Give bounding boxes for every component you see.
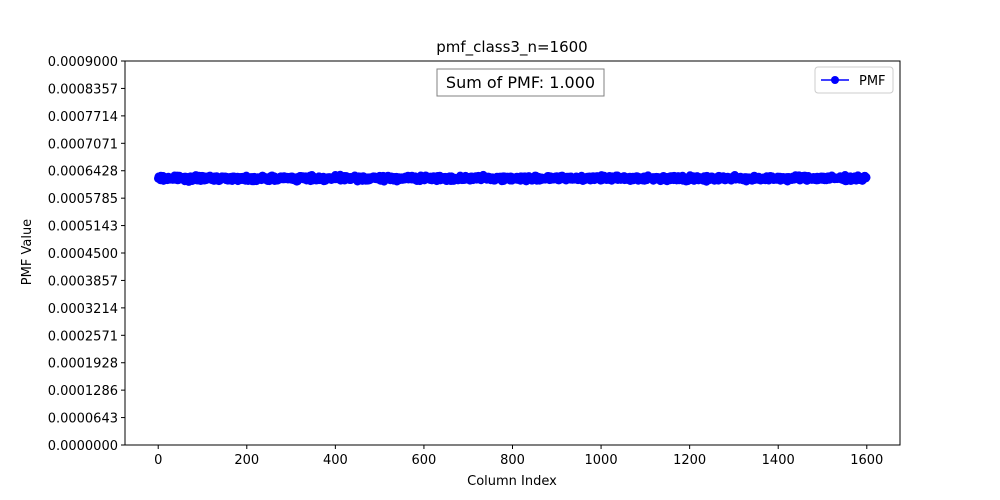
y-tick-label: 0.0001928 <box>48 357 118 372</box>
x-tick-label: 200 <box>234 453 259 468</box>
x-axis-title: Column Index <box>467 474 557 489</box>
y-tick-label: 0.0005143 <box>48 220 118 235</box>
y-axis-title: PMF Value <box>20 219 35 285</box>
y-tick-label: 0.0007714 <box>48 110 118 125</box>
y-tick-label: 0.0009000 <box>48 55 118 70</box>
y-tick-label: 0.0003857 <box>48 274 118 289</box>
x-tick-label: 0 <box>154 453 162 468</box>
y-tick-label: 0.0007071 <box>48 137 118 152</box>
y-tick-label: 0.0006428 <box>48 165 118 180</box>
legend[interactable]: PMF <box>814 66 894 94</box>
x-axis: 0 200 400 600 800 1000 1200 1400 1600 <box>154 445 883 468</box>
y-tick-label: 0.0001286 <box>48 384 118 399</box>
legend-box <box>814 66 894 94</box>
y-tick-label: 0.0005785 <box>48 192 118 207</box>
y-tick-label: 0.0002571 <box>48 329 118 344</box>
y-axis: 0.0000000 0.0000643 0.0001286 0.0001928 0.00… <box>48 55 125 454</box>
x-tick-label: 600 <box>412 453 437 468</box>
x-tick-label: 800 <box>500 453 525 468</box>
chart-title: pmf_class3_n=1600 <box>436 38 587 57</box>
sum-annotation-box <box>436 68 605 97</box>
x-tick-label: 1400 <box>762 453 795 468</box>
legend-label: PMF <box>859 74 886 89</box>
y-tick-label: 0.0003214 <box>48 302 118 317</box>
plot-area <box>154 170 871 186</box>
y-tick-label: 0.0004500 <box>48 247 118 262</box>
plot-frame <box>124 60 901 446</box>
x-tick-label: 400 <box>323 453 348 468</box>
sum-annotation: Sum of PMF: 1.000 <box>436 68 605 97</box>
data-point <box>862 173 871 182</box>
x-tick-label: 1600 <box>850 453 883 468</box>
x-tick-label: 1200 <box>673 453 706 468</box>
y-tick-label: 0.0000000 <box>48 439 118 454</box>
y-tick-label: 0.0000643 <box>48 412 118 427</box>
sum-annotation-text: Sum of PMF: 1.000 <box>446 73 595 92</box>
y-tick-label: 0.0008357 <box>48 82 118 97</box>
x-tick-label: 1000 <box>585 453 618 468</box>
legend-marker <box>831 76 839 84</box>
